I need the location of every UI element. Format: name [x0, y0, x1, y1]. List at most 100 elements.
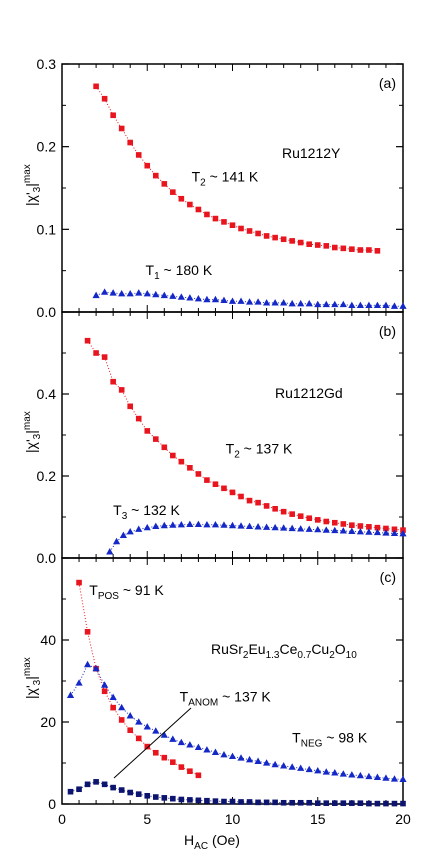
- data-point: [382, 301, 390, 308]
- data-point: [272, 506, 278, 512]
- data-point: [305, 299, 313, 307]
- data-point: [322, 300, 330, 308]
- data-point: [101, 681, 109, 688]
- series-1: [76, 579, 202, 779]
- data-point: [177, 738, 185, 746]
- sample-label-part: Eu: [248, 641, 265, 657]
- data-point: [229, 222, 236, 228]
- y-tick-label: 0.4: [37, 386, 57, 402]
- data-point: [101, 781, 108, 788]
- y-axis-label-bar: |: [23, 430, 39, 434]
- data-point: [119, 531, 127, 539]
- data-point: [323, 518, 330, 525]
- data-point: [280, 236, 287, 243]
- data-point: [203, 295, 211, 303]
- data-point: [195, 797, 202, 804]
- data-point: [237, 297, 245, 304]
- data-point: [280, 762, 288, 769]
- data-point: [212, 215, 219, 222]
- data-point: [126, 712, 134, 719]
- data-point: [357, 800, 364, 806]
- data-point: [204, 477, 210, 483]
- data-point: [93, 779, 99, 785]
- data-point: [365, 301, 373, 308]
- y-axis-label-main: |χ': [23, 192, 39, 206]
- x-tick-label: 10: [225, 811, 241, 827]
- data-point: [186, 520, 194, 527]
- data-point: [374, 800, 381, 807]
- data-point: [246, 228, 253, 234]
- annotation-sub: POS: [98, 591, 119, 602]
- data-point: [106, 548, 114, 555]
- data-point: [383, 525, 389, 532]
- annotation-main: T: [192, 168, 201, 184]
- data-point: [356, 771, 364, 779]
- data-point: [152, 172, 159, 179]
- data-point: [93, 350, 99, 356]
- data-point: [314, 766, 322, 774]
- data-point: [322, 768, 330, 775]
- data-point: [228, 752, 237, 760]
- data-point: [178, 195, 185, 202]
- data-point: [349, 522, 355, 528]
- y-tick-label: 40: [40, 632, 56, 648]
- sample-label-part: O: [335, 641, 346, 657]
- sample-label-sub: 0.7: [297, 650, 311, 661]
- data-point: [348, 301, 356, 308]
- data-point: [178, 796, 185, 803]
- data-point: [212, 481, 219, 487]
- data-point: [340, 800, 347, 806]
- data-point: [246, 497, 253, 504]
- data-point: [245, 298, 254, 305]
- annotation-sub: 1: [154, 271, 160, 282]
- sample-label: Ru1212Y: [282, 145, 341, 161]
- data-point: [110, 112, 116, 119]
- data-point: [297, 764, 305, 771]
- annotation-main: T: [89, 582, 98, 598]
- y-tick-label: 0.1: [37, 221, 57, 237]
- data-point: [144, 162, 151, 169]
- data-point: [161, 181, 168, 187]
- temperature-annotation: T3 ~ 132 K: [113, 502, 180, 522]
- data-point: [314, 300, 322, 308]
- data-point: [186, 294, 194, 301]
- data-point: [391, 800, 398, 807]
- data-point: [169, 292, 177, 299]
- data-point: [101, 95, 108, 102]
- data-point: [83, 660, 92, 668]
- data-point: [160, 291, 168, 299]
- data-point: [348, 527, 356, 534]
- data-point: [332, 519, 338, 526]
- y-tick-label: 0: [48, 796, 56, 812]
- data-point: [127, 403, 133, 410]
- x-axis-label: HAC (Oe): [184, 832, 240, 852]
- data-point: [177, 520, 185, 528]
- data-point: [400, 800, 406, 807]
- data-point: [143, 523, 151, 531]
- series-line: [70, 663, 404, 780]
- data-point: [135, 289, 143, 296]
- data-point: [135, 791, 142, 797]
- data-point: [144, 743, 151, 750]
- data-point: [280, 799, 287, 806]
- y-axis-label-sub: 3: [32, 186, 43, 192]
- data-point: [144, 428, 151, 434]
- series-2: [92, 288, 407, 309]
- data-point: [349, 800, 355, 806]
- data-point: [110, 704, 116, 711]
- data-point: [204, 797, 210, 804]
- sample-label-part: RuSr: [211, 641, 243, 657]
- sample-label: Ru1212Gd: [275, 385, 343, 401]
- series-2: [66, 660, 407, 782]
- data-point: [152, 522, 160, 530]
- data-point: [373, 528, 382, 536]
- data-point: [84, 781, 91, 788]
- data-point: [161, 795, 168, 801]
- y-axis-label-sub: 3: [32, 433, 43, 439]
- data-point: [118, 717, 125, 723]
- annotation-pointer-line: [113, 707, 192, 779]
- data-point: [194, 294, 202, 302]
- data-point: [169, 735, 177, 742]
- data-point: [195, 206, 202, 213]
